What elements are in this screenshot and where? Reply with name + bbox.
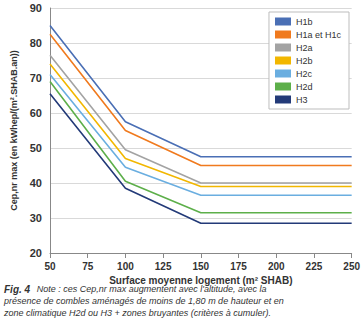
svg-text:225: 225: [306, 261, 323, 272]
svg-text:175: 175: [230, 261, 247, 272]
svg-text:100: 100: [117, 261, 134, 272]
svg-text:75: 75: [82, 261, 94, 272]
svg-text:200: 200: [268, 261, 285, 272]
svg-text:Cep,nr max (en kWhep/(m².SHAB.: Cep,nr max (en kWhep/(m².SHAB.an)): [9, 50, 19, 211]
svg-text:60: 60: [30, 107, 42, 119]
svg-text:H1b: H1b: [296, 17, 313, 27]
svg-text:H3: H3: [296, 95, 308, 105]
svg-text:250: 250: [343, 261, 360, 272]
svg-text:90: 90: [30, 2, 42, 14]
svg-text:50: 50: [44, 261, 56, 272]
svg-text:H2a: H2a: [296, 43, 313, 53]
svg-text:H1a et H1c: H1a et H1c: [296, 30, 342, 40]
svg-text:présence de combles aménagés d: présence de combles aménagés de moins de…: [3, 296, 286, 306]
svg-text:70: 70: [30, 72, 42, 84]
svg-text:50: 50: [30, 142, 42, 154]
svg-text:Fig. 4: Fig. 4: [4, 284, 31, 295]
svg-text:150: 150: [192, 261, 209, 272]
svg-text:30: 30: [30, 212, 42, 224]
svg-text:Note : ces Cep,nr max augmente: Note : ces Cep,nr max augmentent avec l'…: [36, 284, 270, 294]
svg-text:H2b: H2b: [296, 56, 313, 66]
svg-text:H2c: H2c: [296, 69, 313, 79]
svg-text:H2d: H2d: [296, 82, 313, 92]
svg-text:40: 40: [30, 177, 42, 189]
svg-text:Surface moyenne logement (m² S: Surface moyenne logement (m² SHAB): [109, 275, 292, 286]
svg-text:zone climatique H2d ou H3 + zo: zone climatique H2d ou H3 + zones bruyan…: [3, 308, 271, 318]
svg-text:20: 20: [30, 247, 42, 259]
svg-text:125: 125: [155, 261, 172, 272]
svg-text:80: 80: [30, 37, 42, 49]
